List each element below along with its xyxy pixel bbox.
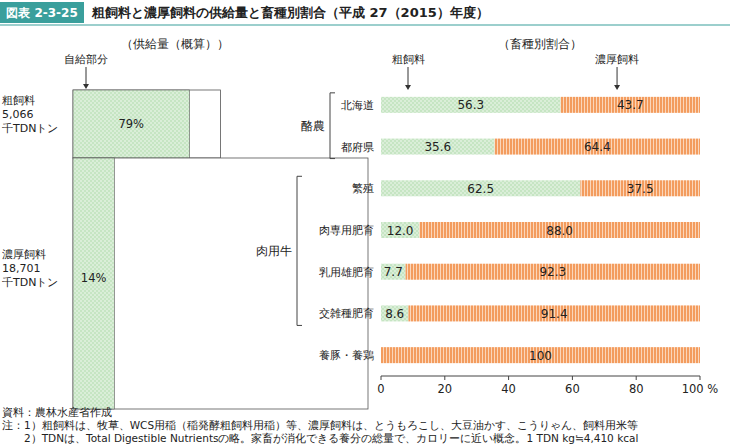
unit-label: 千TDNトン [2, 122, 58, 135]
supply-label: 5,066 [2, 108, 34, 121]
category-label: 都府県 [341, 141, 374, 154]
bar [419, 222, 700, 238]
arrow-head [405, 85, 411, 90]
chart-canvas: 図表 2-3-25 粗飼料と濃厚飼料の供給量と畜種別割合（平成 27（2015）年… [0, 0, 730, 446]
data-label: 12.0 [387, 224, 414, 238]
arrow [617, 67, 618, 86]
data-label: 35.6 [424, 140, 451, 154]
category-label: 濃厚飼料 [2, 248, 46, 261]
group-bracket [330, 93, 335, 159]
tick [508, 376, 509, 380]
category-label: 繁殖 [352, 182, 374, 195]
data-label: 37.5 [627, 182, 654, 196]
tick-label: 100 % [682, 382, 719, 396]
header-rule [0, 24, 730, 25]
unit-label: 千TDNトン [2, 276, 58, 289]
page: {"header": {"figure": "図表 2-3-25", "titl… [0, 0, 730, 446]
category-label: 養豚・養鶏 [319, 349, 374, 362]
group-bracket [297, 176, 302, 325]
self-supply-block [73, 158, 114, 409]
tick-label: 0 [377, 382, 384, 396]
tick [444, 376, 445, 380]
subtitle: （供給量（概算）） [121, 37, 229, 51]
category-label: 粗飼料 [2, 94, 35, 107]
supply-chart: （供給量（概算））自給部分79%粗飼料5,066千TDNトン14%濃厚飼料18,… [2, 37, 368, 409]
data-label: 88.0 [546, 224, 573, 238]
data-label: 14% [81, 271, 107, 285]
bar [406, 264, 700, 280]
arrow-head [614, 85, 620, 90]
figure-number: 図表 2-3-25 [6, 6, 78, 20]
tick-label: 40 [501, 382, 516, 396]
data-labels: 56.3 43.7 35.6 64.4 62.5 37.5 12.0 88.0 7.7 92.3 8… [384, 98, 654, 362]
tick-label: 60 [565, 382, 580, 396]
category-label: 肉専用肥育 [319, 224, 374, 237]
annotation: 自給部分 [64, 53, 108, 66]
category-label: 乳用雄肥育 [319, 266, 374, 279]
group-label: 酪農 [301, 119, 325, 133]
bar [381, 97, 561, 113]
tick [572, 376, 573, 380]
note: 1）粗飼料は、牧草、WCS用稲（稲発酵粗飼料用稲）等、濃厚飼料は、とうもろこし、… [24, 419, 638, 432]
tick-label: 80 [629, 382, 644, 396]
bars [381, 97, 700, 363]
data-label: 100 [529, 349, 552, 363]
data-label: 62.5 [467, 182, 494, 196]
arrow [86, 67, 87, 85]
bar [580, 180, 700, 196]
bar [495, 139, 700, 155]
supply-label: 18,701 [2, 262, 41, 275]
tick [700, 376, 701, 380]
figure-badge [0, 2, 84, 23]
data-label: 8.6 [385, 307, 404, 321]
title: 粗飼料と濃厚飼料の供給量と畜種別割合（平成 27（2015）年度） [91, 5, 489, 20]
bar [561, 97, 700, 113]
supply-block [73, 158, 368, 409]
legend-label: 濃厚飼料 [595, 53, 639, 66]
source: 資料：農林水産省作成 [2, 406, 112, 418]
note-label: 注： [2, 419, 24, 431]
subtitle: （畜種別割合） [498, 37, 582, 51]
bar [381, 139, 495, 155]
arrow [408, 67, 409, 86]
arrow-head [83, 84, 89, 89]
legend-label: 粗飼料 [392, 53, 425, 66]
supply-block [73, 90, 221, 158]
data-label: 43.7 [617, 98, 644, 112]
data-label: 91.4 [541, 307, 568, 321]
tick [636, 376, 637, 380]
data-label: 92.3 [539, 265, 566, 279]
tick-label: 20 [437, 382, 452, 396]
tick [381, 376, 382, 380]
data-label: 64.4 [584, 140, 611, 154]
bar [381, 305, 408, 321]
category-label: 北海道 [341, 99, 374, 112]
data-label: 56.3 [457, 98, 484, 112]
bar [381, 347, 700, 363]
data-label: 79% [118, 117, 144, 131]
x-axis [381, 376, 700, 377]
bar [381, 222, 419, 238]
data-label: 7.7 [384, 265, 403, 279]
share-chart: （畜種別割合） 粗飼料 濃厚飼料 56.3 43.7 35.6 64.4 62.5 37.5 12… [256, 37, 718, 396]
bar [381, 264, 406, 280]
note: 2）TDNは、Total Digestible Nutrientsの略。家畜が消… [24, 432, 638, 444]
bar [381, 180, 580, 196]
group-label: 肉用牛 [256, 244, 292, 258]
bar [408, 305, 700, 321]
category-label: 交雑種肥育 [319, 307, 374, 320]
self-supply-block [73, 90, 190, 158]
